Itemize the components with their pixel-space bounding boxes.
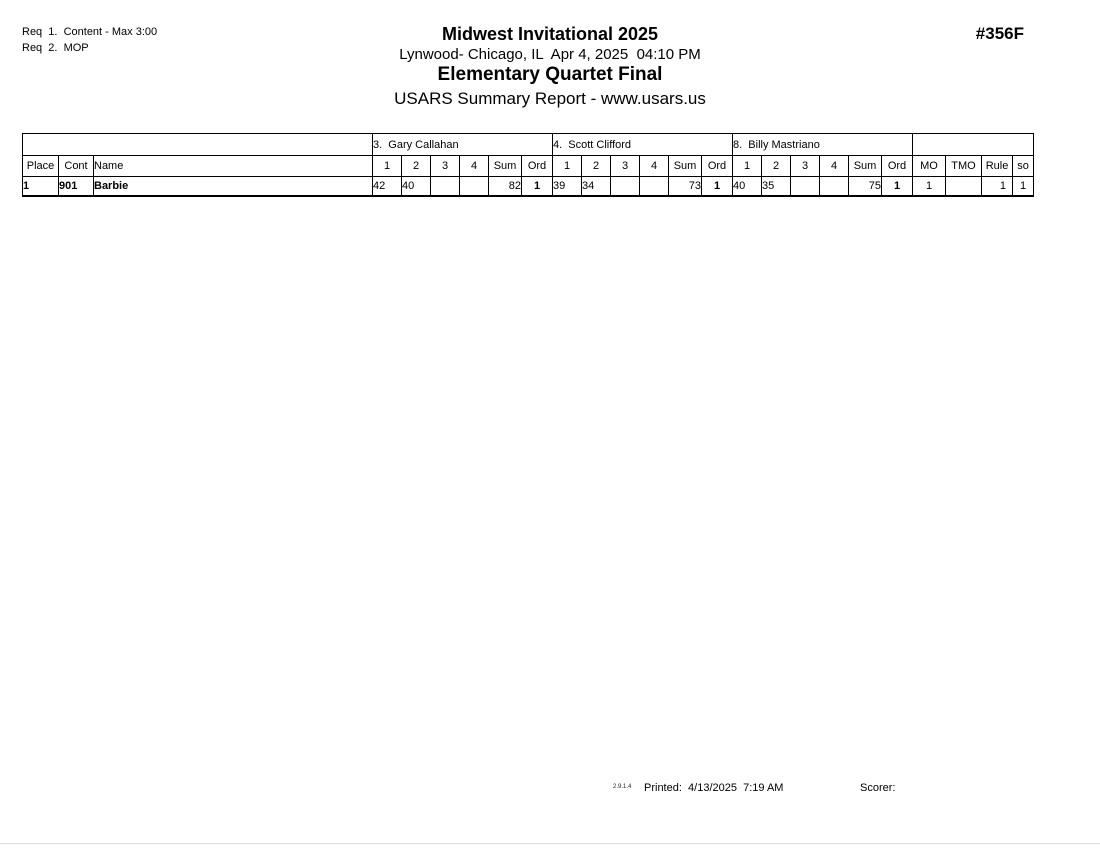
col-header-j3-4: 4 xyxy=(819,155,849,177)
event-title: Midwest Invitational 2025 xyxy=(441,24,659,44)
col-header-j1-4: 4 xyxy=(459,155,489,177)
cell-j1-score2: 40 xyxy=(401,176,431,197)
judge-header-1: 3. Gary Callahan xyxy=(372,133,553,156)
col-header-j3-ord: Ord xyxy=(881,155,913,177)
judge-header-2: 4. Scott Clifford xyxy=(552,133,733,156)
col-header-j1-sum: Sum xyxy=(488,155,522,177)
col-header-so: so xyxy=(1012,155,1034,177)
col-header-cont: Cont xyxy=(58,155,94,177)
cell-rule: 1 xyxy=(981,176,1013,197)
cell-j3-ord: 1 xyxy=(881,176,913,197)
cell-cont: 901 xyxy=(58,176,94,197)
col-header-j1-2: 2 xyxy=(401,155,431,177)
cell-name: Barbie xyxy=(93,176,373,197)
cell-j1-score3 xyxy=(430,176,460,197)
judge-header-3: 8. Billy Mastriano xyxy=(732,133,913,156)
scorer-label: Scorer: xyxy=(860,782,896,794)
cell-j1-score4 xyxy=(459,176,489,197)
cell-j1-ord: 1 xyxy=(521,176,553,197)
judge-name-row: 3. Gary Callahan 4. Scott Clifford 8. Bi… xyxy=(22,133,1034,156)
col-header-j2-4: 4 xyxy=(639,155,669,177)
col-header-j3-3: 3 xyxy=(790,155,820,177)
col-header-j3-sum: Sum xyxy=(848,155,882,177)
req-line-2: Req 2. MOP xyxy=(22,42,89,54)
col-header-j2-1: 1 xyxy=(552,155,582,177)
event-category: Elementary Quartet Final xyxy=(437,64,663,85)
col-header-j1-3: 3 xyxy=(430,155,460,177)
col-header-rule: Rule xyxy=(981,155,1013,177)
report-type: USARS Summary Report - www.usars.us xyxy=(394,89,706,108)
cell-j2-score1: 39 xyxy=(552,176,582,197)
results-table: 3. Gary Callahan 4. Scott Clifford 8. Bi… xyxy=(22,133,1034,197)
cell-j3-score4 xyxy=(819,176,849,197)
footer-printed: Printed: 4/13/2025 7:19 AM xyxy=(644,782,783,794)
col-header-j2-sum: Sum xyxy=(668,155,702,177)
cell-j2-ord: 1 xyxy=(701,176,733,197)
req-line-1: Req 1. Content - Max 3:00 xyxy=(22,26,158,38)
cell-j2-score4 xyxy=(639,176,669,197)
col-header-place: Place xyxy=(22,155,59,177)
col-header-j1-ord: Ord xyxy=(521,155,553,177)
result-row: 1 901 Barbie 42 40 82 1 39 34 73 1 40 35… xyxy=(22,176,1034,197)
cell-j1-score1: 42 xyxy=(372,176,402,197)
footer-version: 2.9.1.4 xyxy=(613,784,632,790)
col-header-mo: MO xyxy=(912,155,946,177)
judge-row-right-spacer xyxy=(912,133,1034,156)
col-header-tmo: TMO xyxy=(945,155,982,177)
cell-j3-score3 xyxy=(790,176,820,197)
judge-row-left-spacer xyxy=(22,133,373,156)
cell-j2-score3 xyxy=(610,176,640,197)
requirements-block: Req 1. Content - Max 3:00 Req 2. MOP xyxy=(22,24,157,56)
cell-j2-sum: 73 xyxy=(668,176,702,197)
col-header-j1-1: 1 xyxy=(372,155,402,177)
printed-value: 4/13/2025 7:19 AM xyxy=(688,782,784,794)
page-bottom-edge xyxy=(0,843,1100,844)
cell-so: 1 xyxy=(1012,176,1034,197)
cell-place: 1 xyxy=(22,176,59,197)
col-header-j2-2: 2 xyxy=(581,155,611,177)
cell-j2-score2: 34 xyxy=(581,176,611,197)
cell-j1-sum: 82 xyxy=(488,176,522,197)
column-header-row: Place Cont Name 1 2 3 4 Sum Ord 1 2 3 4 … xyxy=(22,155,1034,177)
cell-j3-score1: 40 xyxy=(732,176,762,197)
printed-label: Printed: xyxy=(644,782,682,794)
col-header-j3-1: 1 xyxy=(732,155,762,177)
col-header-j2-3: 3 xyxy=(610,155,640,177)
cell-j3-score2: 35 xyxy=(761,176,791,197)
cell-j3-sum: 75 xyxy=(848,176,882,197)
col-header-j3-2: 2 xyxy=(761,155,791,177)
event-location-date: Lynwood- Chicago, IL Apr 4, 2025 04:10 P… xyxy=(399,46,701,63)
col-header-name: Name xyxy=(93,155,373,177)
col-header-j2-ord: Ord xyxy=(701,155,733,177)
cell-tmo xyxy=(945,176,982,197)
cell-mo: 1 xyxy=(912,176,946,197)
heat-number: #356F xyxy=(975,24,1024,43)
